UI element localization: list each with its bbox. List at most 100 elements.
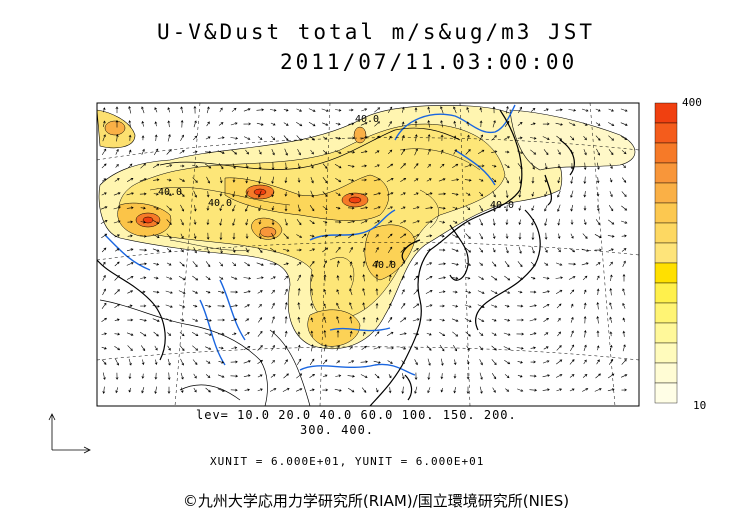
wind-arrow bbox=[491, 177, 497, 183]
wind-arrow bbox=[245, 163, 249, 169]
wind-arrow bbox=[438, 276, 446, 280]
wind-arrow bbox=[192, 275, 199, 281]
wind-arrow bbox=[570, 233, 574, 239]
wind-arrow bbox=[401, 148, 405, 155]
wind-arrow bbox=[309, 248, 316, 252]
wind-arrow bbox=[114, 332, 121, 336]
wind-arrow bbox=[309, 135, 315, 141]
wind-arrow bbox=[479, 386, 483, 394]
wind-arrow bbox=[596, 316, 600, 324]
wind-arrow bbox=[516, 346, 524, 350]
wind-arrow bbox=[386, 346, 394, 350]
wind-arrow bbox=[322, 177, 328, 184]
wind-arrow bbox=[414, 346, 419, 350]
wind-arrow bbox=[336, 289, 340, 295]
wind-arrow bbox=[491, 345, 497, 351]
wind-arrow bbox=[126, 276, 134, 280]
wind-arrow bbox=[491, 318, 497, 322]
wind-arrow bbox=[427, 120, 431, 128]
wind-arrow bbox=[478, 318, 485, 322]
wind-arrow bbox=[594, 388, 602, 392]
wind-arrow bbox=[465, 262, 472, 266]
wind-arrow bbox=[284, 177, 288, 184]
wind-arrow bbox=[583, 162, 587, 170]
wind-arrow bbox=[373, 192, 381, 196]
contour-label: 40.0 bbox=[490, 200, 514, 211]
wind-arrow bbox=[374, 220, 380, 224]
wind-arrow bbox=[335, 192, 341, 196]
wind-arrow bbox=[153, 148, 159, 156]
wind-arrow bbox=[245, 190, 249, 198]
wind-arrow bbox=[556, 345, 562, 351]
wind-arrow bbox=[517, 304, 524, 308]
wind-arrow bbox=[360, 122, 368, 126]
wind-arrow bbox=[569, 289, 575, 295]
wind-arrow bbox=[141, 387, 145, 394]
wind-arrow bbox=[309, 358, 315, 366]
wind-arrow bbox=[452, 234, 459, 238]
wind-arrow bbox=[608, 205, 614, 212]
wind-arrow bbox=[621, 248, 627, 252]
wind-arrow bbox=[167, 372, 171, 381]
wind-arrow bbox=[557, 190, 561, 198]
wind-arrow bbox=[323, 316, 327, 323]
wind-arrow bbox=[412, 234, 420, 238]
wind-arrow bbox=[230, 290, 239, 294]
wind-arrow bbox=[570, 204, 574, 212]
wind-arrow bbox=[102, 386, 106, 395]
wind-arrow bbox=[505, 190, 509, 199]
wind-arrow bbox=[438, 262, 446, 266]
wind-arrow bbox=[126, 248, 134, 252]
wind-arrow bbox=[531, 191, 535, 197]
wind-arrow bbox=[427, 358, 431, 366]
wind-arrow bbox=[193, 373, 197, 379]
wind-arrow bbox=[193, 120, 197, 128]
wind-arrow bbox=[205, 374, 211, 378]
wind-arrow bbox=[464, 178, 472, 182]
wind-arrow bbox=[335, 136, 342, 140]
wind-arrow bbox=[451, 262, 459, 266]
wind-arrow bbox=[438, 178, 446, 182]
wind-arrow bbox=[309, 220, 315, 225]
wind-arrow bbox=[179, 345, 185, 352]
wind-arrow bbox=[608, 248, 614, 252]
wind-arrow bbox=[542, 360, 550, 364]
wind-arrow bbox=[374, 107, 381, 113]
wind-arrow bbox=[622, 344, 626, 352]
wind-arrow bbox=[544, 247, 548, 253]
wind-arrow bbox=[569, 374, 575, 378]
wind-arrow bbox=[557, 177, 561, 184]
wind-arrow bbox=[491, 304, 498, 308]
wind-arrow bbox=[555, 289, 563, 294]
wind-arrow bbox=[375, 234, 379, 238]
wind-arrow bbox=[284, 191, 288, 197]
wind-arrow bbox=[412, 318, 420, 322]
wind-arrow bbox=[400, 220, 407, 224]
wind-arrow bbox=[491, 332, 497, 336]
wind-arrow bbox=[349, 274, 353, 281]
wind-arrow bbox=[271, 344, 275, 351]
wind-arrow bbox=[297, 287, 301, 296]
wind-arrow bbox=[479, 345, 483, 351]
wind-arrow bbox=[349, 316, 353, 324]
wind-arrow bbox=[101, 163, 107, 169]
wind-arrow bbox=[102, 274, 106, 281]
colorbar-swatch bbox=[654, 142, 678, 164]
wind-arrow bbox=[504, 275, 511, 281]
wind-arrow bbox=[570, 330, 574, 338]
chart-title: U-V&Dust total m/s&ug/m3 JST bbox=[156, 20, 595, 44]
wind-arrow bbox=[570, 163, 574, 170]
wind-arrow bbox=[152, 163, 160, 169]
wind-arrow bbox=[257, 374, 263, 378]
wind-arrow bbox=[257, 330, 263, 337]
wind-arrow bbox=[310, 317, 314, 323]
wind-arrow bbox=[154, 386, 158, 394]
wind-arrow bbox=[335, 177, 342, 183]
wind-arrow bbox=[465, 219, 471, 225]
wind-arrow bbox=[322, 163, 328, 169]
wind-arrow bbox=[243, 374, 251, 378]
wind-arrow bbox=[557, 248, 561, 253]
wind-arrow bbox=[439, 163, 445, 169]
wind-arrow bbox=[128, 358, 132, 366]
wind-arrow bbox=[595, 135, 601, 141]
